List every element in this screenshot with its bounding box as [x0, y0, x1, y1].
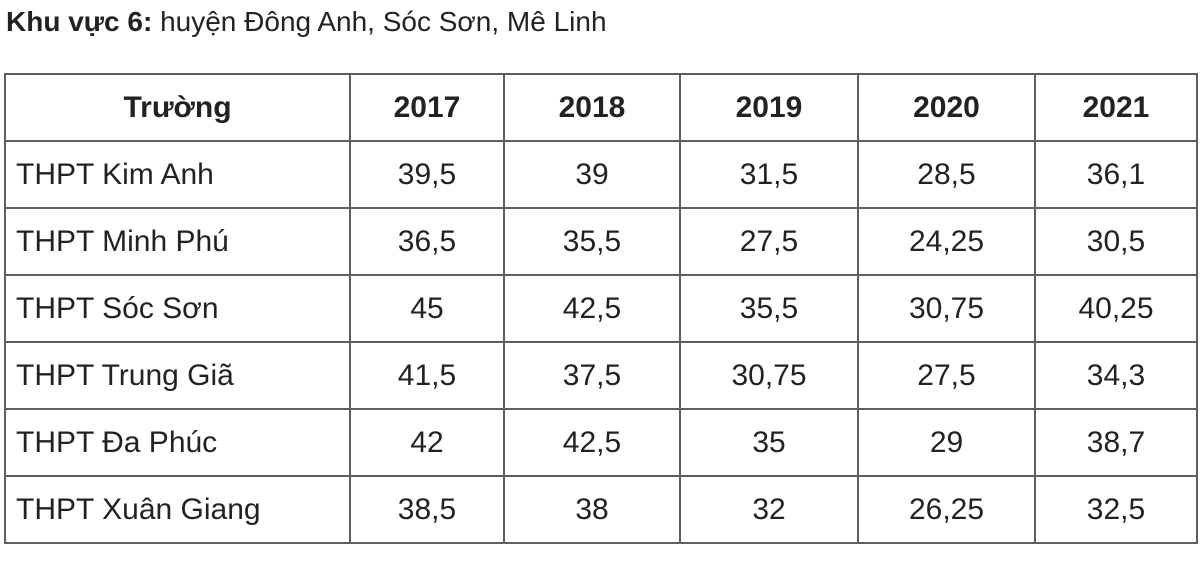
score-cell: 41,5	[349, 341, 505, 410]
score-cell: 35,5	[503, 207, 681, 276]
score-cell: 35,5	[679, 274, 859, 343]
score-cell: 35	[679, 408, 859, 477]
score-cell: 45	[349, 274, 505, 343]
score-cell: 38	[503, 475, 681, 544]
table-row: THPT Minh Phú 36,5 35,5 27,5 24,25 30,5	[4, 207, 1198, 276]
header-year-2018: 2018	[503, 73, 681, 142]
score-cell: 30,75	[857, 274, 1036, 343]
admission-scores-table: Trường 2017 2018 2019 2020 2021 THPT Kim…	[4, 73, 1198, 544]
score-cell: 42	[349, 408, 505, 477]
school-name: THPT Sóc Sơn	[4, 274, 351, 343]
score-cell: 32,5	[1034, 475, 1198, 544]
region-heading: Khu vực 6: huyện Đông Anh, Sóc Sơn, Mê L…	[6, 2, 607, 42]
score-cell: 37,5	[503, 341, 681, 410]
header-year-2019: 2019	[679, 73, 859, 142]
table-row: THPT Đa Phúc 42 42,5 35 29 38,7	[4, 408, 1198, 477]
score-cell: 28,5	[857, 140, 1036, 209]
score-cell: 30,5	[1034, 207, 1198, 276]
table-row: THPT Sóc Sơn 45 42,5 35,5 30,75 40,25	[4, 274, 1198, 343]
score-cell: 27,5	[857, 341, 1036, 410]
header-year-2017: 2017	[349, 73, 505, 142]
score-cell: 31,5	[679, 140, 859, 209]
region-label: Khu vực 6:	[6, 6, 153, 37]
score-cell: 34,3	[1034, 341, 1198, 410]
score-cell: 38,5	[349, 475, 505, 544]
header-year-2021: 2021	[1034, 73, 1198, 142]
school-name: THPT Xuân Giang	[4, 475, 351, 544]
score-cell: 29	[857, 408, 1036, 477]
score-cell: 30,75	[679, 341, 859, 410]
header-school: Trường	[4, 73, 351, 142]
score-cell: 38,7	[1034, 408, 1198, 477]
score-cell: 32	[679, 475, 859, 544]
school-name: THPT Trung Giã	[4, 341, 351, 410]
school-name: THPT Đa Phúc	[4, 408, 351, 477]
score-cell: 36,1	[1034, 140, 1198, 209]
region-districts: huyện Đông Anh, Sóc Sơn, Mê Linh	[152, 6, 607, 37]
table-row: THPT Xuân Giang 38,5 38 32 26,25 32,5	[4, 475, 1198, 544]
score-cell: 39	[503, 140, 681, 209]
score-cell: 42,5	[503, 274, 681, 343]
score-cell: 36,5	[349, 207, 505, 276]
table-row: THPT Trung Giã 41,5 37,5 30,75 27,5 34,3	[4, 341, 1198, 410]
score-cell: 27,5	[679, 207, 859, 276]
score-cell: 24,25	[857, 207, 1036, 276]
table-row: THPT Kim Anh 39,5 39 31,5 28,5 36,1	[4, 140, 1198, 209]
school-name: THPT Minh Phú	[4, 207, 351, 276]
score-cell: 26,25	[857, 475, 1036, 544]
school-name: THPT Kim Anh	[4, 140, 351, 209]
score-cell: 40,25	[1034, 274, 1198, 343]
score-cell: 39,5	[349, 140, 505, 209]
score-cell: 42,5	[503, 408, 681, 477]
header-row: Trường 2017 2018 2019 2020 2021	[4, 73, 1198, 142]
header-year-2020: 2020	[857, 73, 1036, 142]
